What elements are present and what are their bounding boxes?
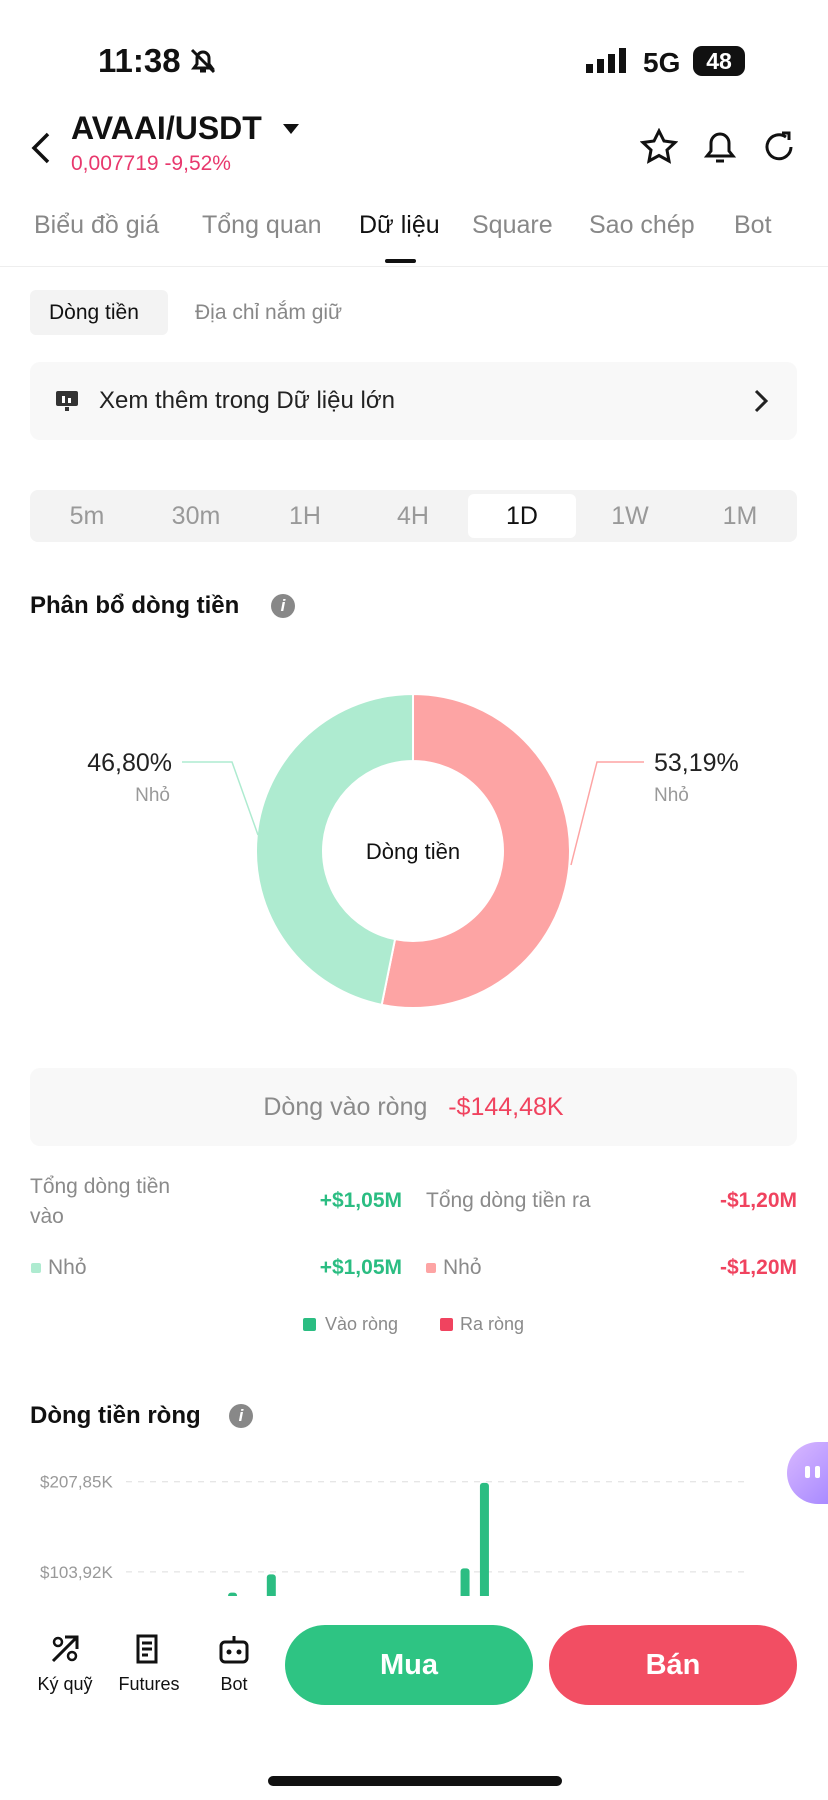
divider bbox=[0, 266, 828, 267]
mute-icon bbox=[190, 48, 216, 74]
pair-title[interactable]: AVAAI/USDT bbox=[71, 110, 262, 146]
legend-swatch bbox=[440, 1318, 453, 1331]
donut-value-label: 46,80% bbox=[87, 749, 172, 777]
legend-label: Vào ròng bbox=[325, 1314, 399, 1334]
network: 5G bbox=[643, 47, 681, 78]
dropdown-icon[interactable] bbox=[282, 122, 300, 136]
chevron bbox=[754, 389, 769, 413]
legend-dot bbox=[31, 1263, 41, 1273]
sell-button[interactable]: Bán bbox=[549, 1625, 797, 1705]
timeframe[interactable]: 5m bbox=[69, 502, 105, 530]
timeframe[interactable]: 1M bbox=[722, 502, 758, 530]
net-flow-card: Dòng vào ròng -$144,48K bbox=[30, 1068, 797, 1146]
banner-icon bbox=[56, 391, 78, 411]
section-title: Dòng tiền ròng bbox=[30, 1402, 201, 1429]
nav-label[interactable]: Bot bbox=[220, 1674, 248, 1694]
inflow-small-label: Nhỏ bbox=[48, 1256, 87, 1279]
info-icon[interactable]: i bbox=[229, 1404, 253, 1428]
inflow-small-value: +$1,05M bbox=[319, 1256, 402, 1279]
leader-line bbox=[570, 761, 644, 866]
status-time: 11:38 bbox=[98, 42, 181, 79]
net-flow-label: Dòng vào ròng bbox=[263, 1093, 428, 1121]
outflow-label: Tổng dòng tiền ra bbox=[426, 1189, 591, 1212]
inflow-value: +$1,05M bbox=[319, 1189, 402, 1212]
home-indicator bbox=[268, 1776, 562, 1786]
nav-label[interactable]: Futures bbox=[118, 1674, 180, 1694]
bottom-bar: Ký quỹ Futures Bot Mua Bán bbox=[0, 1596, 828, 1800]
donut-slice bbox=[380, 692, 572, 1009]
tab[interactable]: Tổng quan bbox=[202, 211, 322, 239]
price: 0,007719 bbox=[71, 152, 159, 175]
outflow-small-label: Nhỏ bbox=[443, 1256, 482, 1279]
outflow-small-value: -$1,20M bbox=[719, 1256, 797, 1279]
bar-chart: $103,92K $207,85K bbox=[40, 1473, 746, 1596]
section-title: Phân bổ dòng tiền bbox=[30, 592, 240, 619]
bell-icon[interactable] bbox=[701, 128, 739, 166]
subtab[interactable]: Địa chỉ nắm giữ bbox=[195, 301, 343, 324]
donut-category-label: Nhỏ bbox=[135, 785, 170, 806]
timeframe[interactable]: 4H bbox=[397, 502, 429, 530]
nav-label[interactable]: Ký quỹ bbox=[37, 1674, 93, 1694]
star-icon[interactable] bbox=[640, 128, 678, 166]
tab-underline bbox=[385, 259, 416, 263]
timeframe-selected bbox=[468, 494, 576, 538]
donut-chart: Dòng tiền 46,80% Nhỏ 53,19% Nhỏ bbox=[87, 692, 739, 1009]
futures-icon[interactable] bbox=[134, 1634, 164, 1664]
net-flow-value: -$144,48K bbox=[448, 1093, 564, 1121]
timeframe[interactable]: 1D bbox=[506, 502, 538, 530]
tab[interactable]: Bot bbox=[734, 211, 772, 239]
inflow-label: Tổng dòng tiền vào bbox=[30, 1175, 171, 1228]
bar bbox=[479, 1482, 489, 1596]
donut-center-label: Dòng tiền bbox=[366, 839, 460, 864]
donut-slice bbox=[255, 692, 414, 1007]
subtab-chip bbox=[30, 290, 168, 335]
tab[interactable]: Square bbox=[472, 211, 553, 239]
leader-line bbox=[182, 761, 259, 836]
y-tick-label: $207,85K bbox=[40, 1473, 113, 1492]
margin-icon[interactable] bbox=[50, 1634, 80, 1664]
legend-dot bbox=[426, 1263, 436, 1273]
change: -9,52% bbox=[164, 152, 231, 175]
back-button[interactable] bbox=[28, 130, 54, 166]
refresh-icon[interactable] bbox=[760, 128, 798, 166]
battery: 48 bbox=[693, 46, 745, 76]
bar bbox=[266, 1574, 276, 1596]
tab[interactable]: Biểu đồ giá bbox=[34, 211, 160, 239]
eye bbox=[815, 1466, 820, 1478]
timeframe[interactable]: 1H bbox=[289, 502, 321, 530]
tab[interactable]: Dữ liệu bbox=[359, 211, 440, 239]
donut-category-label: Nhỏ bbox=[654, 785, 689, 806]
bot-icon[interactable] bbox=[218, 1634, 250, 1664]
y-tick-label: $103,92K bbox=[40, 1563, 113, 1582]
buy-button[interactable]: Mua bbox=[285, 1625, 533, 1705]
timeframe[interactable]: 30m bbox=[171, 502, 221, 530]
banner[interactable]: Xem thêm trong Dữ liệu lớn bbox=[30, 362, 797, 440]
bar bbox=[460, 1568, 470, 1596]
outflow-value: -$1,20M bbox=[719, 1189, 797, 1212]
info-icon[interactable]: i bbox=[271, 594, 295, 618]
donut-value-label: 53,19% bbox=[654, 749, 739, 777]
legend-swatch bbox=[303, 1318, 316, 1331]
banner-text: Xem thêm trong Dữ liệu lớn bbox=[99, 387, 395, 414]
legend-label: Ra ròng bbox=[460, 1314, 525, 1334]
assistant-bubble[interactable] bbox=[787, 1442, 828, 1504]
signal-icon bbox=[586, 48, 626, 73]
subtab[interactable]: Dòng tiền bbox=[49, 301, 139, 324]
timeframe[interactable]: 1W bbox=[611, 502, 649, 530]
eye bbox=[805, 1466, 810, 1478]
price-line: 0,007719 -9,52% bbox=[71, 152, 231, 176]
bar bbox=[228, 1592, 238, 1596]
timeframe-bar bbox=[30, 490, 797, 542]
tab[interactable]: Sao chép bbox=[589, 211, 695, 239]
